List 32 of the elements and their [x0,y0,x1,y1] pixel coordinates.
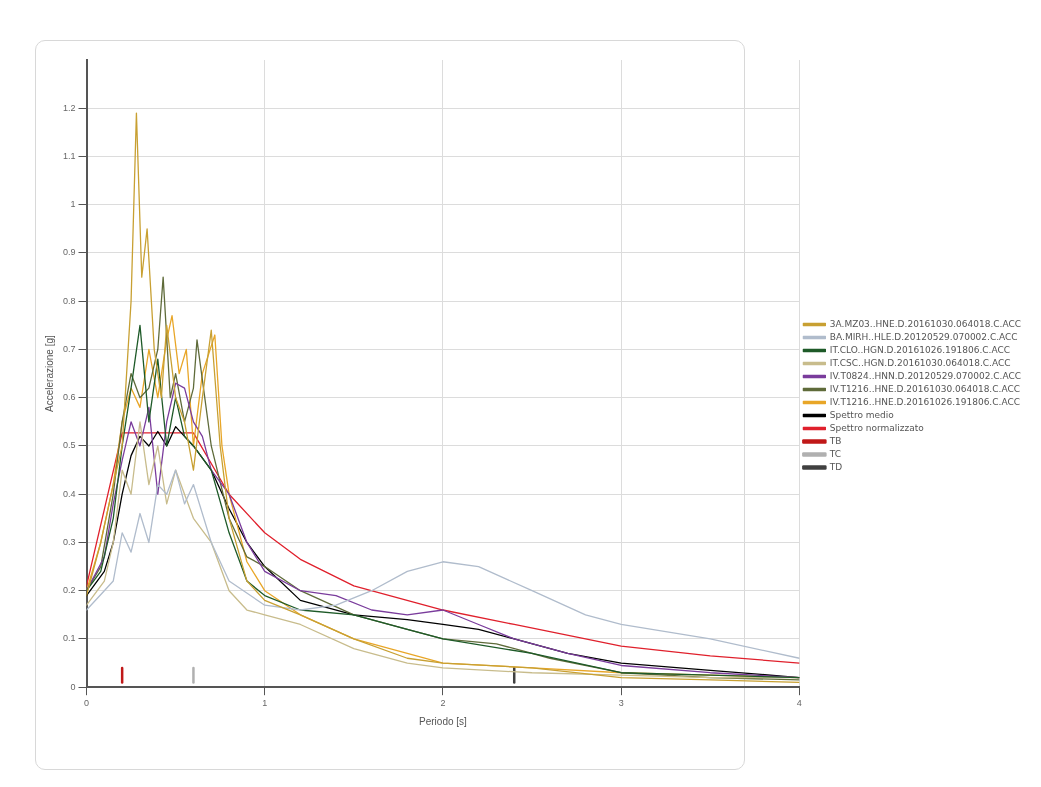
y-tick-label: 0.4 [63,488,76,499]
y-tick-label: 1.1 [63,150,76,161]
legend-label: 3A.MZ03..HNE.D.20161030.064018.C.ACC [829,318,1022,329]
y-tick-label: 0.7 [63,343,76,354]
x-tick-label: 2 [440,698,446,709]
legend-label: IV.T0824..HNN.D.20120529.070002.C.ACC [829,370,1021,381]
y-tick-label: 0.6 [63,392,76,403]
legend-label: IV.T1216..HNE.D.20161026.191806.C.ACC [829,396,1020,407]
y-tick-label: 0.9 [63,247,76,258]
legend-label: TB [828,435,842,446]
y-tick-label: 0.1 [63,633,76,644]
legend-label: IT.CLO..HGN.D.20161026.191806.C.ACC [829,344,1010,355]
x-tick-label: 3 [618,698,624,709]
x-tick-label: 0 [84,698,90,709]
y-tick-label: 0.2 [63,585,76,596]
y-tick-label: 1 [70,199,76,210]
legend-label: TD [828,461,843,472]
x-axis-title: Periodo [s] [419,715,468,727]
y-axis-title: Accelerazione [g] [43,335,55,412]
legend-label: IT.CSC..HGN.D.20161030.064018.C.ACC [829,357,1011,368]
y-tick-label: 0 [70,681,76,692]
y-tick-label: 1.2 [63,102,76,113]
x-tick-label: 1 [262,698,268,709]
legend-label: BA.MIRH..HLE.D.20120529.070002.C.ACC [829,331,1018,342]
y-tick-label: 0.5 [63,440,76,451]
legend-label: TC [828,448,842,459]
y-tick-label: 0.8 [63,295,76,306]
y-tick-label: 0.3 [63,536,76,547]
x-tick-label: 4 [796,698,802,709]
legend-label: Spettro medio [829,409,895,420]
legend-label: IV.T1216..HNE.D.20161030.064018.C.ACC [829,383,1020,394]
legend-label: Spettro normalizzato [829,422,925,433]
